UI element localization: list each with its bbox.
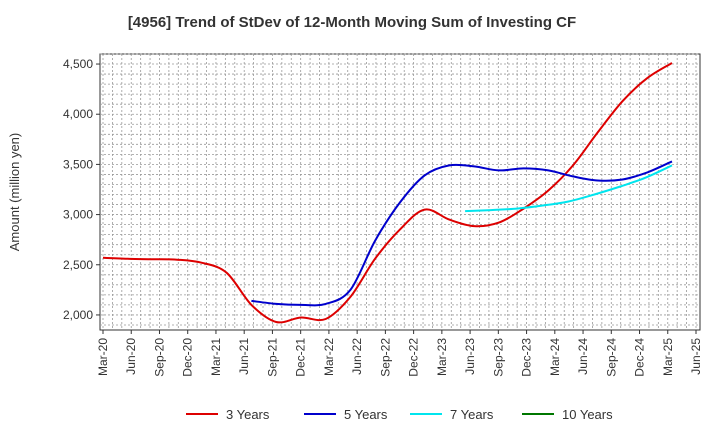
x-tick-label: Dec-23 <box>520 338 534 377</box>
x-tick-label: Jun-21 <box>237 338 251 375</box>
x-tick-label: Mar-21 <box>209 338 223 376</box>
y-tick-label: 4,500 <box>63 57 93 71</box>
series-line-7-years <box>465 164 673 213</box>
x-tick-label: Mar-20 <box>96 338 110 376</box>
x-tick-label: Jun-22 <box>350 338 364 375</box>
x-tick-label: Jun-20 <box>124 338 138 375</box>
legend-label: 5 Years <box>344 407 388 422</box>
x-tick-label: Dec-24 <box>633 338 647 377</box>
y-tick-label: 4,000 <box>63 107 93 121</box>
x-tick-label: Sep-22 <box>378 338 392 377</box>
x-tick-label: Jun-23 <box>463 338 477 375</box>
y-tick-label: 2,000 <box>63 308 93 322</box>
x-tick-label: Sep-20 <box>152 338 166 377</box>
x-tick-label: Sep-21 <box>265 338 279 377</box>
grid <box>100 53 700 330</box>
legend: 3 Years 5 Years 7 Years 10 Years <box>186 407 613 422</box>
x-tick-label: Mar-25 <box>661 338 675 376</box>
chart-title: [4956] Trend of StDev of 12-Month Moving… <box>128 14 576 31</box>
series-line-3-years <box>102 62 673 324</box>
legend-label: 7 Years <box>450 407 494 422</box>
y-tick-label: 3,500 <box>63 157 93 171</box>
x-tick-label: Sep-23 <box>491 338 505 377</box>
x-tick-label: Mar-24 <box>548 338 562 376</box>
x-tick-label: Sep-24 <box>604 338 618 377</box>
legend-label: 10 Years <box>562 407 613 422</box>
series-lines <box>102 62 673 324</box>
x-tick-label: Dec-22 <box>407 338 421 377</box>
x-axis-ticks: Mar-20 Jun-20 Sep-20 Dec-20 Mar-21 Jun-21 Sep-… <box>96 330 703 377</box>
y-tick-label: 2,500 <box>63 258 93 272</box>
x-tick-label: Mar-22 <box>322 338 336 376</box>
x-tick-label: Dec-21 <box>294 338 308 377</box>
x-tick-label: Dec-20 <box>181 338 195 377</box>
x-tick-label: Jun-24 <box>576 338 590 375</box>
y-axis-label: Amount (million yen) <box>7 133 22 252</box>
y-axis-ticks: 2,000 2,500 3,000 3,500 4,000 4,500 <box>63 57 100 322</box>
plot-area <box>99 53 701 331</box>
series-line-5-years <box>251 160 673 307</box>
y-tick-label: 3,000 <box>63 208 93 222</box>
x-tick-label: Jun-25 <box>689 338 703 375</box>
x-tick-label: Mar-23 <box>435 338 449 376</box>
legend-label: 3 Years <box>226 407 270 422</box>
